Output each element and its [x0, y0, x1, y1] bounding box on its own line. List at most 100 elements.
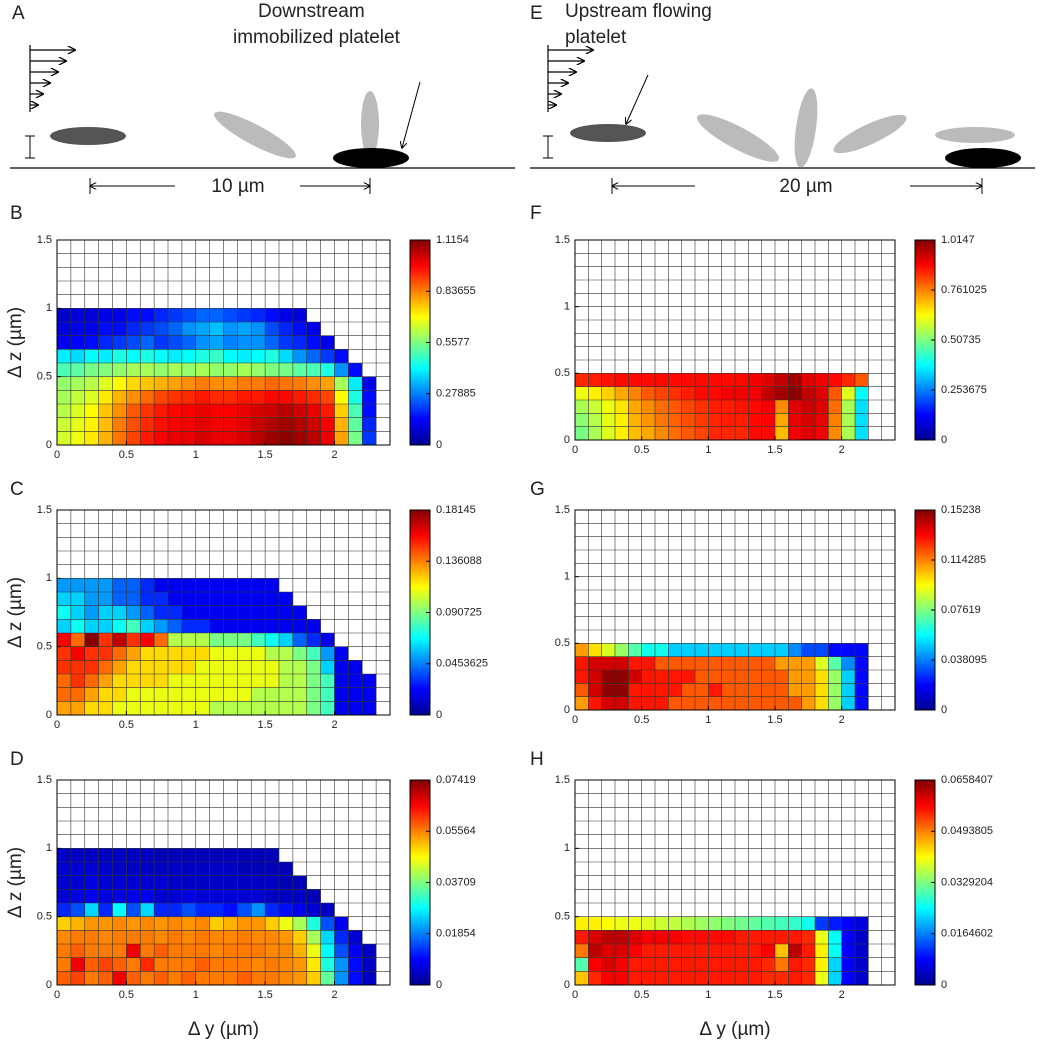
cell — [265, 646, 279, 661]
cell — [279, 971, 293, 985]
cell — [841, 426, 855, 440]
cell — [362, 944, 377, 958]
cell — [112, 619, 127, 633]
cell — [126, 674, 141, 688]
cell — [801, 413, 815, 427]
cell — [855, 373, 869, 387]
cell — [761, 656, 775, 670]
cell — [98, 404, 113, 418]
cell — [348, 363, 363, 377]
cell — [279, 592, 293, 606]
cell — [70, 322, 85, 336]
cell — [195, 376, 210, 391]
cell — [334, 674, 349, 688]
cell — [140, 619, 155, 633]
cell — [112, 578, 127, 592]
cell — [348, 944, 363, 958]
x-tick-label: 1.5 — [767, 714, 782, 726]
cell — [855, 696, 869, 710]
cell — [695, 400, 709, 414]
y-axis-label: Δ z (µm) — [5, 847, 26, 918]
cell — [84, 674, 99, 688]
colorbar-tick-label: 0 — [436, 979, 442, 991]
cell — [140, 308, 155, 322]
cell — [601, 643, 615, 657]
cell — [265, 660, 279, 674]
cell — [841, 971, 855, 985]
x-tick-label: 0.5 — [119, 449, 134, 461]
colorbar-tick-label: 0.5577 — [436, 336, 470, 348]
axes-frame — [574, 779, 896, 986]
cell — [815, 643, 829, 657]
cell — [841, 656, 855, 670]
cell — [668, 386, 682, 400]
cell — [615, 643, 629, 657]
cell — [575, 916, 589, 931]
cell — [279, 660, 293, 674]
cell — [181, 889, 196, 903]
cell — [828, 971, 842, 985]
cell — [641, 643, 655, 657]
cell — [265, 687, 279, 702]
y-tick-label: 1 — [46, 842, 52, 854]
cell — [655, 426, 669, 440]
cell — [721, 373, 735, 387]
cell — [761, 413, 775, 427]
cell — [140, 701, 155, 715]
cell — [98, 930, 113, 944]
cell — [57, 957, 71, 972]
cell — [265, 404, 279, 418]
colorbar-tick-label: 0.50735 — [941, 334, 981, 346]
cell — [668, 373, 682, 387]
cell — [348, 957, 363, 972]
cell — [655, 971, 669, 985]
cell — [57, 944, 71, 958]
cell — [70, 660, 85, 674]
cell — [57, 605, 71, 620]
cell — [641, 373, 655, 387]
colorbar-tick-label: 0.0329204 — [941, 876, 993, 888]
cell — [195, 944, 210, 958]
cell — [70, 363, 85, 377]
cell — [708, 373, 722, 387]
cell — [265, 930, 279, 944]
cell — [641, 930, 655, 944]
x-tick-label: 0.5 — [634, 444, 649, 456]
cell — [306, 674, 321, 688]
cell — [695, 670, 709, 684]
x-tick-label: 1 — [193, 449, 199, 461]
cell — [265, 633, 279, 647]
cell — [306, 930, 321, 944]
cell — [265, 889, 279, 903]
cell — [223, 971, 238, 985]
cell — [195, 862, 210, 876]
cell — [237, 674, 252, 688]
cell — [681, 916, 695, 931]
cell — [140, 404, 155, 418]
cell — [841, 643, 855, 657]
cell — [265, 308, 279, 322]
cell — [628, 670, 642, 684]
cell — [57, 889, 71, 903]
cell — [112, 363, 127, 377]
cell — [251, 687, 266, 702]
cell — [641, 670, 655, 684]
cell — [168, 957, 182, 972]
cell — [126, 862, 141, 876]
cell — [237, 701, 252, 715]
y-tick-label: 1 — [46, 572, 52, 584]
cell — [70, 646, 85, 661]
cell — [628, 916, 642, 931]
cell — [209, 390, 224, 404]
cell — [84, 930, 99, 944]
cell — [251, 308, 266, 322]
cell — [668, 696, 682, 710]
cell — [126, 660, 141, 674]
cell — [57, 349, 71, 363]
cell — [98, 592, 113, 606]
cell — [588, 683, 602, 697]
cell — [828, 386, 842, 400]
cell — [320, 376, 335, 391]
cell — [70, 957, 85, 972]
